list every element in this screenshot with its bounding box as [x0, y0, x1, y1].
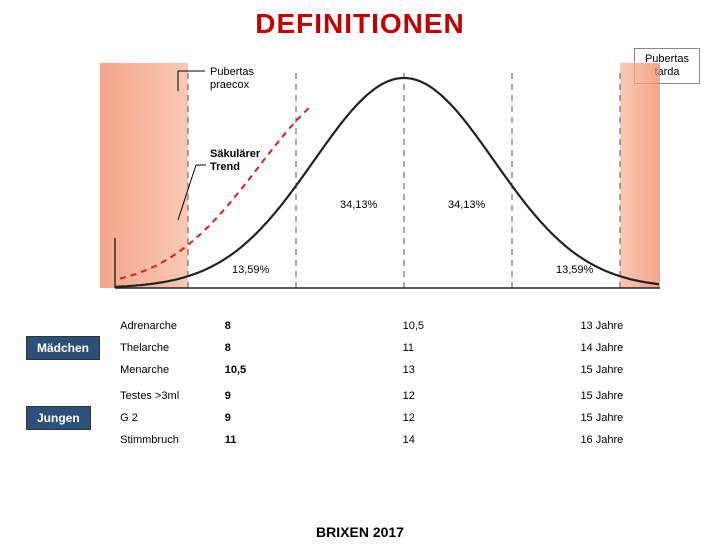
definitions-table: Adrenarche810,513 JahreMädchenThelarche8… [20, 318, 700, 448]
table-row: Adrenarche810,513 Jahre [20, 318, 700, 334]
table-row: Stimmbruch111416 Jahre [20, 432, 700, 448]
row-val-a: 8 [219, 318, 397, 334]
row-val-b: 12 [397, 388, 575, 404]
definitions-table-body: Adrenarche810,513 JahreMädchenThelarche8… [20, 318, 700, 448]
row-name: G 2 [114, 404, 219, 432]
svg-text:34,13%: 34,13% [340, 199, 378, 211]
row-val-b: 11 [397, 334, 575, 362]
svg-text:34,13%: 34,13% [448, 199, 486, 211]
footer-text: BRIXEN 2017 [0, 524, 720, 540]
table-row: Menarche10,51315 Jahre [20, 362, 700, 378]
row-name: Menarche [114, 362, 219, 378]
row-name: Testes >3ml [114, 388, 219, 404]
group-label: Mädchen [26, 336, 100, 360]
row-val-a: 10,5 [219, 362, 397, 378]
row-val-a: 9 [219, 404, 397, 432]
row-val-c: 16 Jahre [574, 432, 700, 448]
table-row: Testes >3ml91215 Jahre [20, 388, 700, 404]
row-val-b: 14 [397, 432, 575, 448]
svg-text:13,59%: 13,59% [556, 264, 594, 276]
row-name: Thelarche [114, 334, 219, 362]
row-val-c: 14 Jahre [574, 334, 700, 362]
page-title: DEFINITIONEN [0, 8, 720, 40]
row-val-c: 15 Jahre [574, 388, 700, 404]
distribution-chart: 13,59% 34,13% 34,13% 13,59% [100, 63, 660, 313]
table-row: Mädchen Thelarche81114 Jahre [20, 334, 700, 362]
row-val-c: 15 Jahre [574, 362, 700, 378]
row-val-b: 13 [397, 362, 575, 378]
row-val-a: 11 [219, 432, 397, 448]
row-name: Stimmbruch [114, 432, 219, 448]
chart-svg: 13,59% 34,13% 34,13% 13,59% [100, 63, 660, 313]
svg-text:13,59%: 13,59% [232, 264, 270, 276]
row-val-a: 8 [219, 334, 397, 362]
row-val-b: 12 [397, 404, 575, 432]
row-val-c: 15 Jahre [574, 404, 700, 432]
row-val-a: 9 [219, 388, 397, 404]
row-name: Adrenarche [114, 318, 219, 334]
group-label: Jungen [26, 406, 91, 430]
table-row: Jungen G 291215 Jahre [20, 404, 700, 432]
row-val-b: 10,5 [397, 318, 575, 334]
row-val-c: 13 Jahre [574, 318, 700, 334]
